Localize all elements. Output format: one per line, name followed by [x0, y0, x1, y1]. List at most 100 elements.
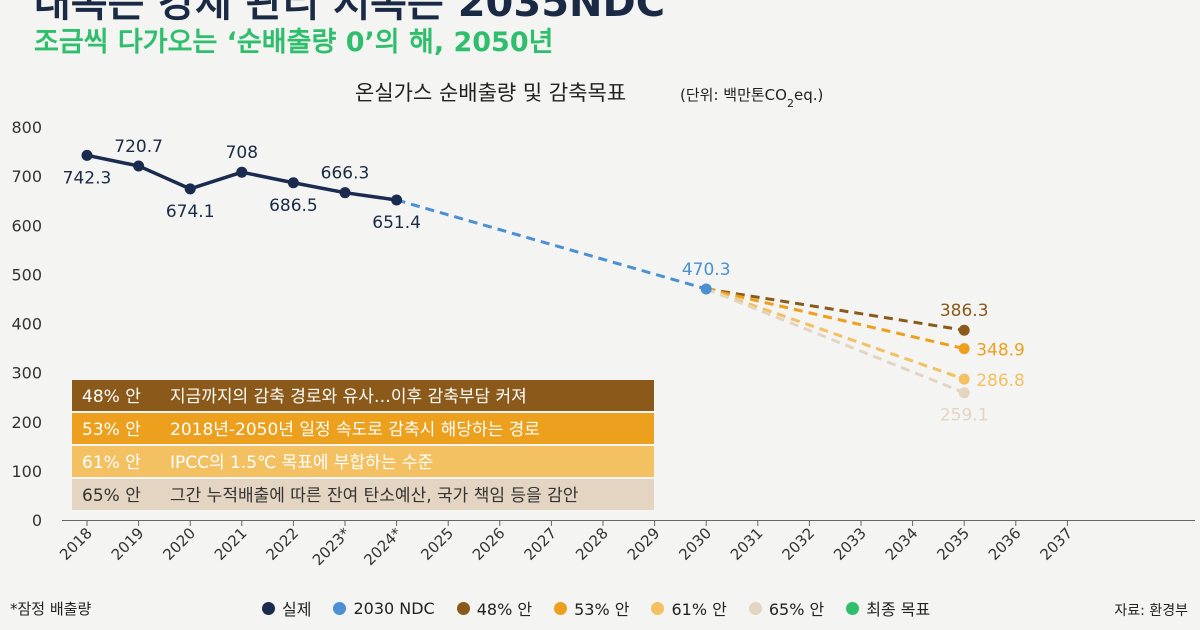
data-label-actual: 651.4 — [372, 213, 421, 233]
data-label-actual: 666.3 — [321, 164, 370, 184]
legend-label: 48% 안 — [476, 600, 533, 619]
legend-swatch — [748, 601, 762, 615]
legend-label: 2030 NDC — [353, 598, 435, 618]
annotation-plan: 61% 안 — [82, 453, 141, 473]
data-label-s53: 348.9 — [976, 341, 1025, 361]
x-tick-label: 2021 — [211, 524, 251, 564]
legend-item: 65% 안 — [748, 596, 825, 620]
legend-swatch — [651, 601, 665, 615]
series-line-s61 — [705, 287, 965, 381]
data-label-s65: 259.1 — [940, 406, 989, 426]
y-tick-label: 400 — [11, 315, 42, 334]
x-tick-label: 2023* — [309, 524, 354, 569]
data-label-actual: 720.7 — [114, 137, 163, 157]
data-label-actual: 686.5 — [269, 196, 318, 216]
data-label-s61: 286.8 — [976, 371, 1025, 391]
data-point-actual — [236, 166, 248, 178]
series-line-ndc2030 — [396, 198, 707, 291]
legend-label: 53% 안 — [574, 600, 630, 619]
x-tick-label: 2037 — [1036, 524, 1076, 564]
headline: 대폭은 강제 관리 저폭은 2035NDC — [34, 0, 666, 26]
legend-swatch — [846, 601, 860, 615]
data-label-actual: 708 — [226, 143, 258, 163]
y-tick-label: 500 — [11, 265, 42, 284]
chart-lines — [86, 153, 965, 395]
annotation-plan: 48% 안 — [82, 387, 141, 407]
legend-swatch — [554, 601, 568, 615]
data-label-actual: 674.1 — [166, 202, 215, 222]
legend-label: 최종 목표 — [866, 600, 931, 619]
x-tick-label: 2034 — [882, 524, 922, 564]
legend-label: 실제 — [282, 600, 312, 619]
legend-item: 48% 안 — [456, 596, 533, 620]
data-point-actual — [339, 187, 351, 199]
subtitle: 조금씩 다가오는 ‘순배출량 0’의 해, 2050년 — [34, 27, 554, 58]
annotation-desc: 2018년-2050년 일정 속도로 감축시 해당하는 경로 — [170, 420, 540, 440]
x-tick-label: 2032 — [778, 524, 818, 564]
x-tick-label: 2020 — [159, 524, 199, 564]
y-tick-label: 0 — [32, 511, 42, 530]
x-tick-label: 2036 — [985, 524, 1025, 564]
annotation-plan: 53% 안 — [82, 420, 141, 440]
legend-item: 실제 — [262, 596, 311, 620]
x-tick-label: 2030 — [675, 524, 715, 564]
annotation-desc: 지금까지의 감축 경로와 유사…이후 감축부담 커져 — [170, 387, 527, 407]
legend-item: 53% 안 — [554, 596, 629, 620]
legend-label: 61% 안 — [671, 600, 727, 619]
data-label-ndc2030: 470.3 — [682, 260, 731, 280]
data-point-s48 — [958, 324, 970, 336]
legend-swatch — [333, 601, 347, 615]
x-tick-label: 2024* — [360, 524, 405, 569]
x-tick-label: 2028 — [572, 524, 612, 564]
annotation-desc: 그간 누적배출에 따른 잔여 탄소예산, 국가 책임 등을 감안 — [170, 486, 579, 506]
data-point-s61 — [958, 373, 970, 385]
legend-label: 65% 안 — [768, 600, 825, 619]
data-point-actual — [391, 194, 403, 206]
x-tick-label: 2031 — [727, 524, 767, 564]
legend-item: 최종 목표 — [846, 596, 930, 620]
x-tick-label: 2025 — [417, 524, 457, 564]
y-tick-label: 300 — [11, 364, 42, 383]
legend-swatch — [262, 601, 275, 615]
chart-unit: (단위: 백만톤CO2eq.) — [680, 86, 823, 110]
x-tick-label: 2022 — [262, 524, 302, 564]
annotation-row-bg — [72, 413, 654, 444]
y-tick-label: 800 — [11, 118, 42, 137]
x-tick-label: 2018 — [56, 524, 96, 564]
x-tick-label: 2029 — [624, 524, 664, 564]
chart-title: 온실가스 순배출량 및 감축목표 — [355, 81, 626, 105]
data-point-ndc2030 — [700, 283, 712, 295]
x-tick-label: 2019 — [108, 524, 148, 564]
data-point-actual — [133, 160, 145, 172]
series-line-s65 — [705, 287, 965, 395]
data-point-s65 — [958, 387, 970, 399]
legend-item: 61% 안 — [651, 596, 727, 620]
x-tick-label: 2035 — [933, 524, 973, 564]
y-tick-label: 600 — [11, 216, 42, 235]
legend-swatch — [456, 601, 470, 615]
data-label-actual: 742.3 — [63, 168, 112, 188]
data-label-s48: 386.3 — [940, 301, 989, 321]
annotation-table: 48% 안 지금까지의 감축 경로와 유사…이후 감축부담 커져 53% 안 2018… — [72, 380, 654, 510]
data-point-actual — [81, 149, 93, 161]
annotation-row-bg — [72, 479, 654, 510]
y-tick-label: 700 — [11, 167, 42, 186]
x-tick-label: 2027 — [520, 524, 560, 564]
x-tick-label: 2033 — [830, 524, 870, 564]
annotation-plan: 65% 안 — [82, 486, 141, 506]
footnote: *잠정 배출량 — [10, 600, 92, 618]
annotation-row-bg — [72, 380, 654, 411]
y-tick-label: 100 — [11, 462, 42, 481]
series-line-s48 — [705, 287, 965, 332]
source-note: 자료: 환경부 — [1114, 603, 1188, 619]
chart-legend: 실제 2030 NDC 48% 안 53% 안 61% 안 65% 안 최종 목표 — [262, 596, 930, 620]
legend-item: 2030 NDC — [333, 596, 435, 620]
x-tick-label: 2026 — [469, 524, 509, 564]
annotation-row-bg — [72, 446, 654, 477]
y-tick-label: 200 — [11, 413, 42, 432]
data-point-s53 — [958, 343, 970, 355]
annotation-desc: IPCC의 1.5℃ 목표에 부합하는 수준 — [170, 453, 433, 473]
data-point-actual — [184, 183, 196, 195]
